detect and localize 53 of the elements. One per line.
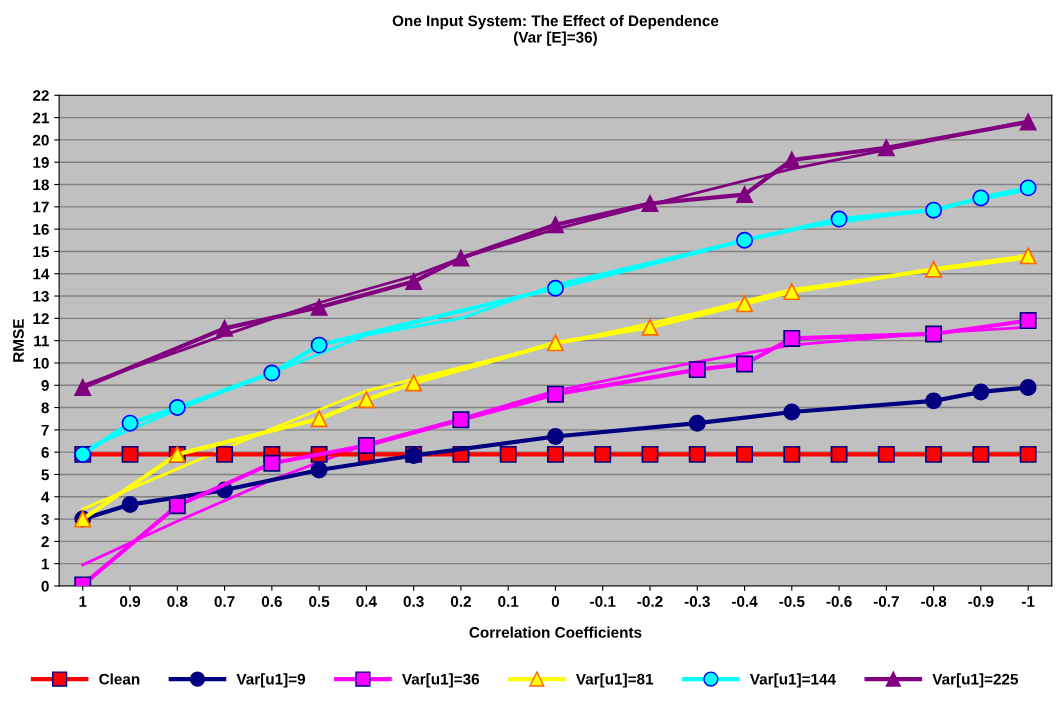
- x-tick-label: -1: [1021, 596, 1035, 607]
- x-tick-label: -0.5: [779, 596, 805, 607]
- x-tick-label: 1: [79, 596, 87, 607]
- y-tick-label: 10: [33, 357, 49, 369]
- x-tick-label: 0.6: [261, 596, 282, 607]
- y-tick-label: 8: [41, 402, 49, 414]
- legend-label: Var[u1]=9: [236, 673, 306, 688]
- x-tick-label: 0.7: [214, 596, 235, 607]
- y-tick-label: 17: [33, 201, 49, 213]
- x-tick-label: -0.6: [826, 596, 852, 607]
- x-tick-label: 0.2: [450, 596, 471, 607]
- x-tick-label: -0.2: [637, 596, 663, 607]
- y-tick-label: 21: [32, 112, 49, 124]
- y-tick-label: 2: [41, 536, 49, 547]
- x-tick-label: 0.3: [403, 596, 424, 607]
- x-axis-title: Correlation Coefficients: [469, 626, 642, 638]
- x-tick-label: -0.1: [590, 596, 616, 607]
- x-tick-label: -0.7: [873, 596, 899, 607]
- x-tick-label: -0.4: [731, 596, 758, 607]
- x-tick-label: 0.4: [356, 596, 377, 607]
- y-tick-label: 16: [33, 224, 49, 235]
- y-tick-label: 22: [32, 90, 49, 101]
- y-tick-label: 9: [41, 380, 49, 391]
- chart-title: One Input System: The Effect of Dependence (Var [E]=36): [392, 15, 719, 46]
- x-tick-label: 0.1: [498, 596, 519, 607]
- y-tick-label: 13: [33, 290, 49, 302]
- x-tick-label: 0.9: [120, 596, 141, 607]
- x-tick-label: -0.9: [968, 596, 994, 607]
- y-tick-label: 1: [41, 558, 49, 570]
- y-tick-label: 20: [32, 134, 49, 146]
- x-tick-label: -0.3: [684, 596, 710, 607]
- x-tick-label: 0.8: [167, 596, 188, 607]
- y-tick-label: 5: [41, 469, 49, 481]
- legend-label: Var[u1]=81: [575, 673, 654, 688]
- y-tick-label: 3: [41, 513, 49, 525]
- y-tick-label: 4: [41, 491, 50, 503]
- y-tick-label: 14: [33, 268, 50, 280]
- y-tick-label: 11: [34, 335, 49, 347]
- y-tick-label: 15: [33, 246, 49, 258]
- legend-label: Var[u1]=225: [932, 673, 1019, 688]
- x-tick-label: -0.8: [921, 596, 947, 607]
- y-tick-label: 18: [33, 179, 49, 191]
- y-tick-label: 7: [41, 424, 49, 436]
- y-tick-label: 6: [41, 447, 49, 458]
- y-tick-label: 12: [33, 313, 49, 324]
- y-tick-label: 19: [33, 157, 49, 168]
- y-tick-label: 0: [41, 580, 49, 592]
- legend-label: Var[u1]=36: [402, 673, 480, 688]
- x-tick-label: 0: [551, 596, 560, 607]
- y-axis-title: RMSE: [13, 319, 24, 362]
- x-tick-label: 0.5: [309, 596, 330, 607]
- legend-label: Var[u1]=144: [749, 673, 836, 688]
- legend-label: Clean: [99, 673, 140, 685]
